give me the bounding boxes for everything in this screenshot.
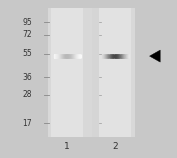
Text: 17: 17 [22, 119, 32, 128]
Bar [48, 8, 135, 137]
Text: 72: 72 [22, 30, 32, 39]
Bar [99, 8, 131, 137]
Text: 95: 95 [22, 18, 32, 27]
Text: 1: 1 [64, 143, 70, 151]
Bar [51, 8, 83, 137]
Text: 2: 2 [112, 143, 118, 151]
Text: 36: 36 [22, 73, 32, 82]
Polygon shape [150, 50, 160, 62]
Text: 55: 55 [22, 49, 32, 58]
Bar [92, 8, 99, 137]
Text: 28: 28 [22, 90, 32, 99]
